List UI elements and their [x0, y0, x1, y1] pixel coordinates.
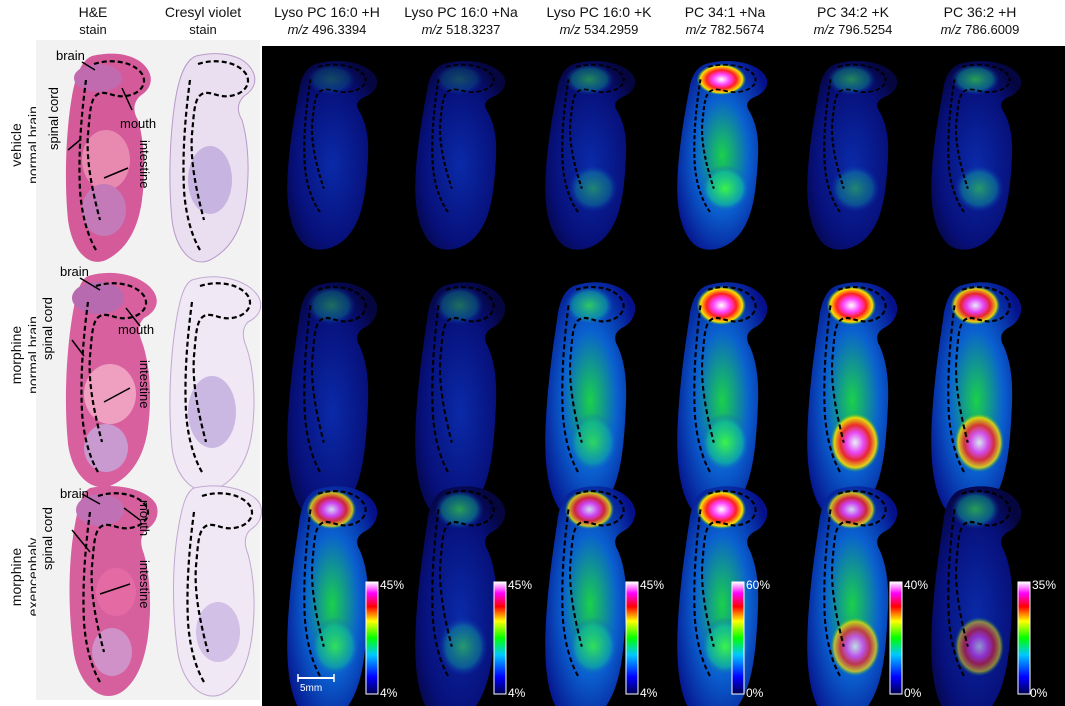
- mz-value: 786.6009: [965, 22, 1020, 37]
- ms-embryo-r2-c6: [931, 282, 1022, 520]
- colorbar-2: [493, 581, 507, 695]
- ms-embryo-r2-c4: [677, 282, 768, 520]
- label-intestine-row1: intestine: [137, 140, 152, 188]
- header-title: Cresyl violet: [164, 4, 242, 20]
- colorbar-5-max: 40%: [904, 578, 929, 592]
- colorbars: [365, 581, 1031, 695]
- he-section-row3: [69, 485, 158, 697]
- mz-prefix: m/z: [940, 22, 962, 37]
- header-title: Lyso PC 16:0 +H: [274, 4, 380, 20]
- mz-prefix: m/z: [287, 22, 309, 37]
- ms-image-grid: [287, 61, 1022, 706]
- label-brain-row1: brain: [56, 48, 85, 63]
- ms-embryo-r2-c1: [287, 282, 378, 520]
- scale-bar-label: 5mm: [300, 683, 323, 694]
- ms-embryo-r2-c2: [415, 282, 506, 520]
- ms-embryo-r2-c3: [545, 282, 636, 520]
- label-mouth-row2: mouth: [118, 322, 154, 337]
- ms-embryo-r1-c2: [415, 61, 506, 250]
- header-lysopc-na: Lyso PC 16:0 +Na m/z 518.3237: [393, 4, 529, 38]
- mz-prefix: m/z: [685, 22, 707, 37]
- colorbar-3-max: 45%: [640, 578, 665, 592]
- mz-value: 518.3237: [446, 22, 501, 37]
- annotation-arrows: [67, 61, 141, 595]
- label-spinal-cord-row1: spinal cord: [46, 87, 61, 150]
- ms-imaging-panel: [262, 46, 1065, 706]
- ms-embryo-r2-c5: [807, 282, 898, 520]
- ms-embryo-r1-c3: [545, 61, 636, 250]
- mz-value: 534.2959: [584, 22, 639, 37]
- colorbar-4: [731, 581, 745, 695]
- colorbar-1: [365, 581, 379, 695]
- mz-value: 796.5254: [838, 22, 893, 37]
- label-intestine-row2: intestine: [137, 360, 152, 408]
- colorbar-4-min: 0%: [746, 686, 764, 700]
- ms-embryo-r1-c4: [677, 61, 768, 250]
- ms-embryo-r3-c1: [287, 486, 378, 706]
- label-spinal-cord-row2: spinal cord: [40, 297, 55, 360]
- header-title: PC 34:1 +Na: [684, 4, 766, 20]
- ms-embryo-r3-c5: [807, 486, 898, 706]
- colorbar-6-min: 0%: [1030, 686, 1048, 700]
- header-subtitle: stain: [189, 22, 217, 37]
- colorbar-5-min: 0%: [904, 686, 922, 700]
- colorbar-4-max: 60%: [746, 578, 771, 592]
- mz-prefix: m/z: [559, 22, 581, 37]
- label-mouth-row1: mouth: [120, 116, 156, 131]
- he-section-row2: [65, 272, 157, 488]
- colorbar-2-max: 45%: [508, 578, 533, 592]
- colorbar-3-min: 4%: [640, 686, 658, 700]
- mz-prefix: m/z: [421, 22, 443, 37]
- label-intestine-row3: intestine: [137, 560, 152, 608]
- colorbar-2-min: 4%: [508, 686, 526, 700]
- label-mouth-row3: mouth: [137, 500, 152, 536]
- colorbar-5: [889, 581, 903, 695]
- header-title: H&E: [78, 4, 108, 20]
- header-pc362: PC 36:2 +H m/z 786.6009: [920, 4, 1040, 38]
- header-pc341: PC 34:1 +Na m/z 782.5674: [670, 4, 780, 38]
- header-pc342: PC 34:2 +K m/z 796.5254: [798, 4, 908, 38]
- ms-embryo-r3-c4: [677, 486, 768, 706]
- header-he: H&E stain: [48, 4, 138, 38]
- ms-embryo-r3-c2: [415, 486, 506, 706]
- label-brain-row3: brain: [60, 486, 89, 501]
- label-brain-row2: brain: [60, 264, 89, 279]
- mz-prefix: m/z: [813, 22, 835, 37]
- ms-embryo-r1-c5: [807, 61, 898, 250]
- cresyl-section-row1: [169, 53, 256, 263]
- mz-value: 496.3394: [312, 22, 367, 37]
- label-spinal-cord-row3: spinal cord: [40, 507, 55, 570]
- ms-embryo-r1-c1: [287, 61, 378, 250]
- colorbar-6-max: 35%: [1032, 578, 1057, 592]
- header-lysopc-k: Lyso PC 16:0 +K m/z 534.2959: [534, 4, 664, 38]
- header-cresyl: Cresyl violet stain: [148, 4, 258, 38]
- header-title: Lyso PC 16:0 +Na: [404, 4, 518, 20]
- header-lysopc-h: Lyso PC 16:0 +H m/z 496.3394: [262, 4, 392, 38]
- header-subtitle: stain: [79, 22, 107, 37]
- colorbar-6: [1017, 581, 1031, 695]
- mz-value: 782.5674: [710, 22, 765, 37]
- header-title: Lyso PC 16:0 +K: [546, 4, 652, 20]
- header-title: PC 34:2 +K: [817, 4, 889, 20]
- colorbar-1-max: 45%: [380, 578, 405, 592]
- cresyl-section-row3: [173, 485, 263, 697]
- colorbar-1-min: 4%: [380, 686, 398, 700]
- colorbar-3: [625, 581, 639, 695]
- ms-embryo-r3-c6: [931, 486, 1022, 706]
- ms-embryo-r3-c3: [545, 486, 636, 706]
- cresyl-section-row2: [169, 276, 262, 492]
- header-title: PC 36:2 +H: [943, 4, 1017, 20]
- ms-embryo-r1-c6: [931, 61, 1022, 250]
